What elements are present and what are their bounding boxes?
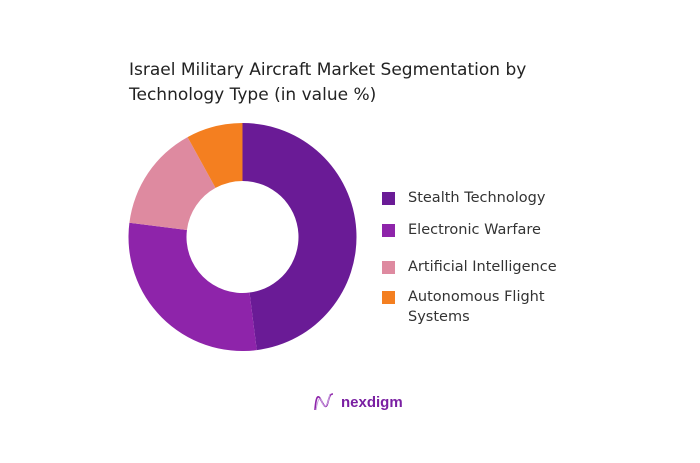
- legend-item-electronic-warfare: Electronic Warfare: [382, 220, 557, 240]
- chart-title-line-2: Technology Type (in value %): [129, 85, 377, 105]
- legend-label: Stealth Technology: [408, 190, 546, 206]
- legend-label-line-1: Autonomous Flight: [408, 289, 545, 305]
- nexdigm-logo-text: nexdigm: [341, 393, 403, 411]
- donut-slice-stealth-technology: [242, 123, 357, 351]
- legend-item-autonomous-flight-systems: Autonomous Flight Systems: [382, 287, 557, 327]
- donut-slice-autonomous-flight-systems: [187, 123, 243, 188]
- legend-label: Artificial Intelligence: [408, 259, 557, 275]
- legend-label-line-2: Systems: [408, 309, 470, 325]
- legend-item-stealth-technology: Stealth Technology: [382, 188, 557, 208]
- legend-swatch: [382, 291, 395, 304]
- donut-slice-electronic-warfare: [128, 222, 257, 351]
- chart-title-line-1: Israel Military Aircraft Market Segmenta…: [129, 60, 527, 80]
- legend-item-artificial-intelligence: Artificial Intelligence: [382, 257, 557, 277]
- chart-title: Israel Military Aircraft Market Segmenta…: [129, 58, 549, 108]
- legend-label: Electronic Warfare: [408, 222, 541, 238]
- legend-swatch: [382, 192, 395, 205]
- donut-slice-artificial-intelligence: [129, 137, 216, 230]
- legend: Stealth Technology Electronic Warfare Ar…: [382, 188, 557, 327]
- nexdigm-logo-icon: [314, 393, 334, 411]
- legend-swatch: [382, 224, 395, 237]
- nexdigm-logo: nexdigm: [313, 392, 403, 412]
- legend-swatch: [382, 261, 395, 274]
